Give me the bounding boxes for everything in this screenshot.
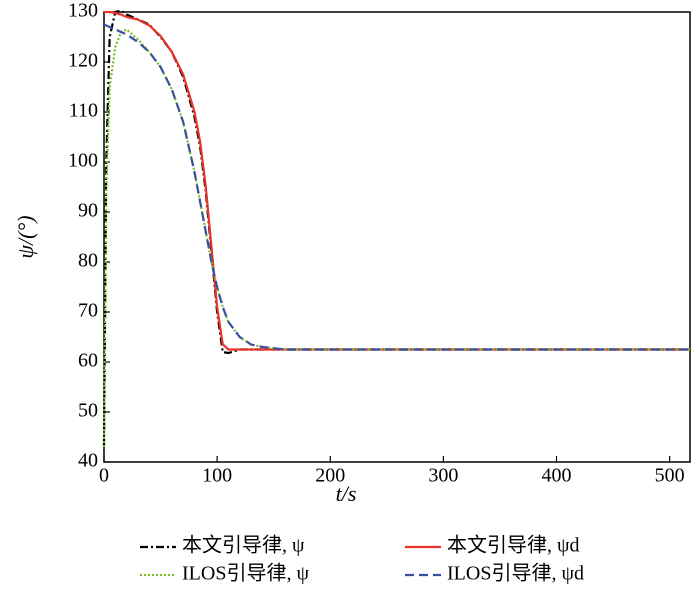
series-line	[103, 23, 690, 351]
x-tick-label: 0	[99, 465, 109, 487]
series-line	[102, 9, 690, 448]
legend-label: 本文引导律, ψ	[182, 534, 305, 557]
x-tick-label: 400	[542, 465, 572, 487]
x-tick-label: 200	[315, 465, 345, 487]
legend-label: ILOS引导律, ψ	[182, 562, 309, 585]
series-line	[104, 10, 690, 351]
y-tick-label: 120	[68, 50, 98, 72]
y-tick-label: 100	[68, 150, 98, 172]
y-tick-label: 70	[78, 300, 98, 322]
y-tick-label: 80	[78, 250, 98, 272]
legend-label: 本文引导律, ψd	[447, 534, 580, 557]
y-tick-label: 60	[78, 350, 98, 372]
series-line	[102, 28, 690, 448]
x-tick-label: 300	[428, 465, 458, 487]
y-tick-label: 90	[78, 200, 98, 222]
x-axis-title: t/s	[336, 481, 357, 506]
y-tick-label: 130	[68, 0, 98, 22]
plot-frame	[103, 11, 691, 463]
legend-label: ILOS引导律, ψd	[447, 562, 584, 585]
y-axis-title: ψ/(°)	[13, 215, 38, 258]
x-tick-label: 500	[655, 465, 685, 487]
y-tick-label: 40	[78, 450, 98, 472]
x-tick-label: 100	[202, 465, 232, 487]
y-tick-label: 50	[78, 400, 98, 422]
y-tick-label: 110	[69, 100, 98, 122]
